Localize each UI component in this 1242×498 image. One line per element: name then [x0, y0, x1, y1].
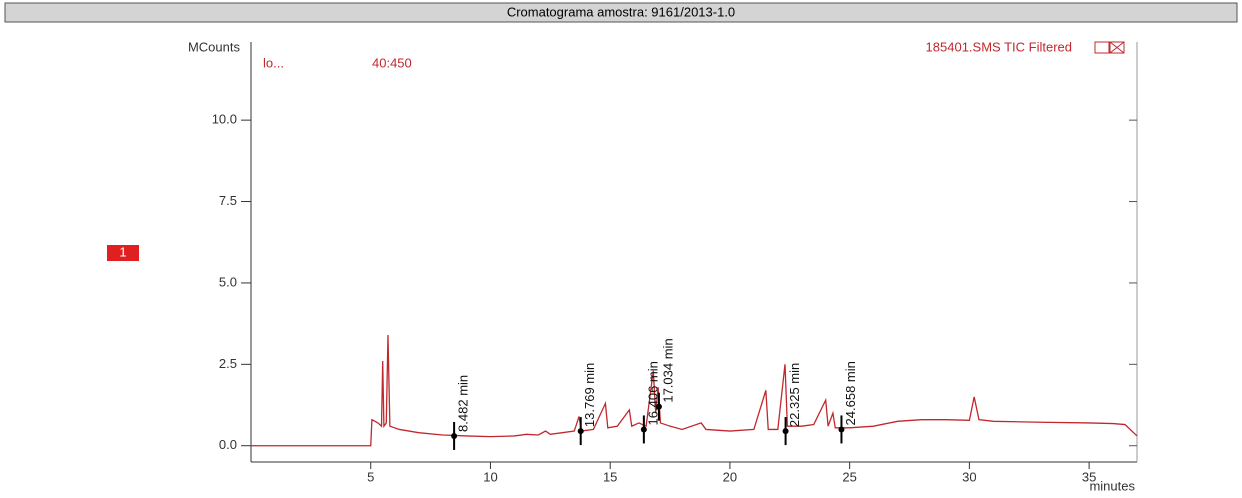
- channel-label: 1: [119, 244, 126, 259]
- close-icon: [1109, 41, 1125, 54]
- y-tick-label: 5.0: [219, 274, 237, 289]
- x-tick-label: 30: [962, 469, 976, 484]
- chart-title: Cromatograma amostra: 9161/2013-1.0: [507, 4, 735, 19]
- channel-badge: [107, 245, 139, 261]
- mass-range: 40:450: [372, 55, 412, 70]
- peak-point: [640, 426, 647, 433]
- y-tick-label: 0.0: [219, 437, 237, 452]
- peak-label: 22.325 min: [787, 363, 802, 427]
- trace-title: 185401.SMS TIC Filtered: [926, 39, 1072, 54]
- y-axis-label: MCounts: [188, 39, 241, 54]
- x-tick-label: 5: [367, 469, 374, 484]
- y-tick-label: 2.5: [219, 356, 237, 371]
- trace-line: [251, 335, 1138, 447]
- ion-label: lo...: [263, 55, 284, 70]
- peak-point: [782, 428, 789, 435]
- peak-label: 8.482 min: [456, 375, 471, 432]
- peak-label: 24.658 min: [843, 361, 858, 425]
- peak-label: 17.034 min: [660, 338, 675, 402]
- peak-point: [655, 403, 662, 410]
- close-button[interactable]: [1109, 41, 1125, 54]
- x-tick-label: 10: [483, 469, 497, 484]
- x-axis-label: minutes: [1089, 478, 1135, 493]
- peak-label: 16.406 min: [645, 361, 660, 425]
- x-tick-label: 25: [842, 469, 856, 484]
- window-button[interactable]: [1094, 41, 1110, 54]
- x-tick-label: 35: [1082, 469, 1096, 484]
- peak-point: [838, 426, 845, 433]
- x-tick-label: 15: [603, 469, 617, 484]
- y-tick-label: 10.0: [212, 112, 237, 127]
- title-bar: [4, 2, 1238, 23]
- x-tick-label: 20: [723, 469, 737, 484]
- peak-label: 13.769 min: [582, 363, 597, 427]
- y-tick-label: 7.5: [219, 193, 237, 208]
- peak-point: [577, 428, 584, 435]
- peak-point: [451, 432, 458, 439]
